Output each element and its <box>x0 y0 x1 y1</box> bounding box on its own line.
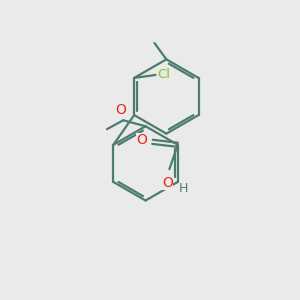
Text: H: H <box>179 182 188 195</box>
Text: O: O <box>136 133 147 147</box>
Text: O: O <box>163 176 173 190</box>
Text: Cl: Cl <box>158 68 170 82</box>
Text: O: O <box>116 103 127 117</box>
